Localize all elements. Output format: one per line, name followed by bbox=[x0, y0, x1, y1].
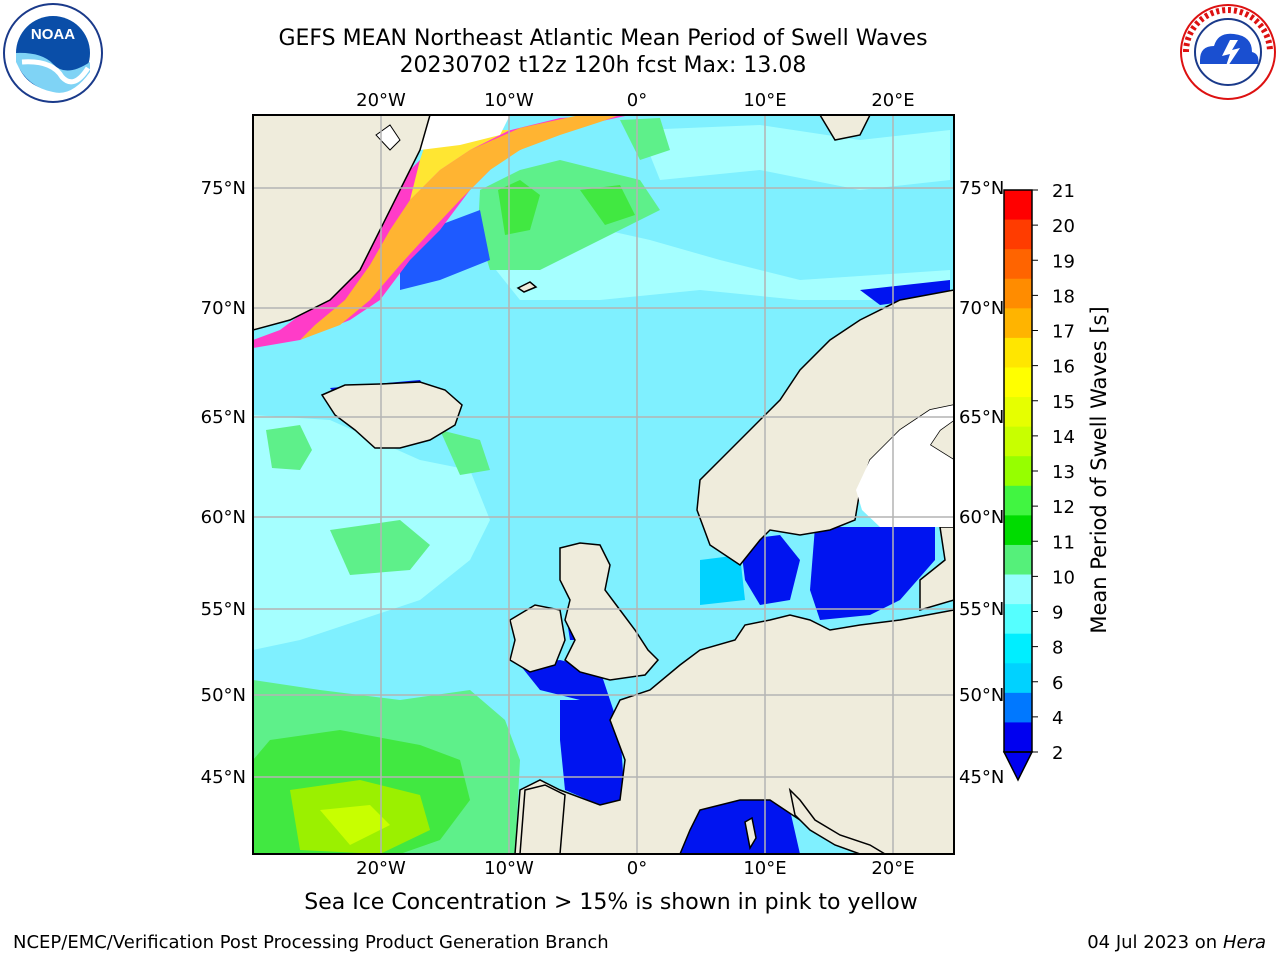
colorbar-tick-label: 17 bbox=[1052, 322, 1075, 343]
colorbar-tick-label: 13 bbox=[1052, 462, 1075, 483]
colorbar-segment bbox=[1004, 544, 1032, 576]
colorbar-extend-min bbox=[1002, 751, 1034, 782]
colorbar-segment bbox=[1004, 426, 1032, 457]
lat-label-right: 60°N bbox=[959, 507, 1004, 528]
lon-label-top: 10°E bbox=[743, 90, 786, 111]
map-frame bbox=[252, 114, 955, 855]
lon-label-bottom: 10°E bbox=[743, 858, 786, 879]
colorbar-segment bbox=[1004, 249, 1032, 280]
footer-machine: Hera bbox=[1222, 932, 1266, 953]
lon-label-bottom: 20°E bbox=[871, 858, 914, 879]
colorbar-tick-label: 19 bbox=[1052, 251, 1075, 272]
greenland bbox=[253, 115, 431, 331]
lon-label-bottom: 10°W bbox=[484, 858, 534, 879]
colorbar-segment bbox=[1004, 633, 1032, 664]
sea-ice-note: Sea Ice Concentration > 15% is shown in … bbox=[304, 890, 918, 915]
colorbar-segment bbox=[1004, 278, 1032, 309]
lat-label-left: 65°N bbox=[201, 407, 246, 428]
chart-subtitle: 20230702 t12z 120h fcst Max: 13.08 bbox=[399, 53, 807, 78]
colorbar-label: Mean Period of Swell Waves [s] bbox=[1087, 306, 1111, 633]
colorbar-tick-label: 14 bbox=[1052, 427, 1075, 448]
colorbar-tick-label: 15 bbox=[1052, 392, 1075, 413]
lat-label-right: 75°N bbox=[959, 178, 1004, 199]
italy bbox=[788, 787, 887, 854]
ireland bbox=[509, 604, 566, 673]
great-britain bbox=[559, 542, 660, 681]
sea-ice-region bbox=[253, 115, 630, 348]
map-plot-area bbox=[253, 115, 954, 854]
colorbar-segment bbox=[1004, 190, 1032, 221]
lat-label-left: 60°N bbox=[201, 507, 246, 528]
lon-label-top: 20°E bbox=[871, 90, 914, 111]
colorbar-tick-label: 10 bbox=[1052, 567, 1075, 588]
lon-label-bottom: 20°W bbox=[356, 858, 406, 879]
colorbar-tick-label: 18 bbox=[1052, 286, 1075, 307]
footer-credit: NCEP/EMC/Verification Post Processing Pr… bbox=[13, 932, 609, 953]
footer-date-text: 04 Jul 2023 on bbox=[1087, 932, 1218, 953]
colorbar-segment bbox=[1004, 367, 1032, 398]
colorbar-segment bbox=[1004, 663, 1032, 694]
lat-label-left: 45°N bbox=[201, 767, 246, 788]
colorbar-segment bbox=[1004, 692, 1032, 723]
noaa-logo-text: NOAA bbox=[31, 26, 75, 43]
colorbar-segment bbox=[1004, 722, 1032, 753]
lat-label-right: 45°N bbox=[959, 767, 1004, 788]
lat-label-right: 55°N bbox=[959, 599, 1004, 620]
colorbar-segment bbox=[1004, 337, 1032, 368]
colorbar-segment bbox=[1004, 515, 1032, 546]
chart-title: GEFS MEAN Northeast Atlantic Mean Period… bbox=[278, 26, 928, 51]
colorbar-tick-label: 16 bbox=[1052, 357, 1075, 378]
lon-label-top: 0° bbox=[627, 90, 647, 111]
lat-label-left: 70°N bbox=[201, 298, 246, 319]
lat-label-right: 65°N bbox=[959, 407, 1004, 428]
colorbar-segment bbox=[1004, 456, 1032, 487]
colorbar-tick-label: 2 bbox=[1052, 743, 1063, 764]
colorbar-segment bbox=[1004, 397, 1032, 428]
graticule bbox=[253, 115, 954, 854]
colorbar bbox=[1002, 189, 1034, 782]
colorbar-segment bbox=[1004, 604, 1032, 635]
lat-labels: 75°N 70°N 65°N 60°N 55°N 50°N 45°N 75°N … bbox=[201, 178, 1005, 788]
colorbar-tick-label: 21 bbox=[1052, 181, 1075, 202]
land-masses bbox=[253, 115, 954, 854]
colorbar-segment bbox=[1004, 219, 1032, 250]
colorbar-tick-label: 20 bbox=[1052, 216, 1075, 237]
lon-label-top: 10°W bbox=[484, 90, 534, 111]
colorbar-tick-label: 12 bbox=[1052, 497, 1075, 518]
iceland bbox=[320, 381, 463, 449]
colorbar-tick-label: 11 bbox=[1052, 532, 1075, 553]
colorbar-tick-label: 8 bbox=[1052, 638, 1063, 659]
lon-label-bottom: 0° bbox=[627, 858, 647, 879]
lon-label-top: 20°W bbox=[356, 90, 406, 111]
colorbar-ticks: 21 20 19 18 17 16 15 14 13 12 11 10 9 8 6 4 2 bbox=[1032, 181, 1075, 764]
colorbar-tick-label: 4 bbox=[1052, 708, 1063, 729]
colorbar-segment bbox=[1004, 308, 1032, 339]
colorbar-segment bbox=[1004, 574, 1032, 605]
svalbard bbox=[819, 115, 871, 141]
colorbar-segment bbox=[1004, 485, 1032, 516]
nws-logo-icon bbox=[1180, 4, 1276, 100]
continental-europe bbox=[514, 609, 954, 854]
lat-label-left: 55°N bbox=[201, 599, 246, 620]
footer-date: 04 Jul 2023 on Hera bbox=[1087, 932, 1266, 953]
lat-label-right: 70°N bbox=[959, 298, 1004, 319]
lat-label-left: 50°N bbox=[201, 685, 246, 706]
lat-label-left: 75°N bbox=[201, 178, 246, 199]
lon-labels: 20°W 10°W 0° 10°E 20°E 20°W 10°W 0° 10°E… bbox=[356, 90, 914, 879]
colorbar-tick-label: 6 bbox=[1052, 673, 1063, 694]
noaa-logo-icon: NOAA bbox=[3, 3, 103, 103]
colorbar-tick-label: 9 bbox=[1052, 603, 1063, 624]
lat-label-right: 50°N bbox=[959, 685, 1004, 706]
